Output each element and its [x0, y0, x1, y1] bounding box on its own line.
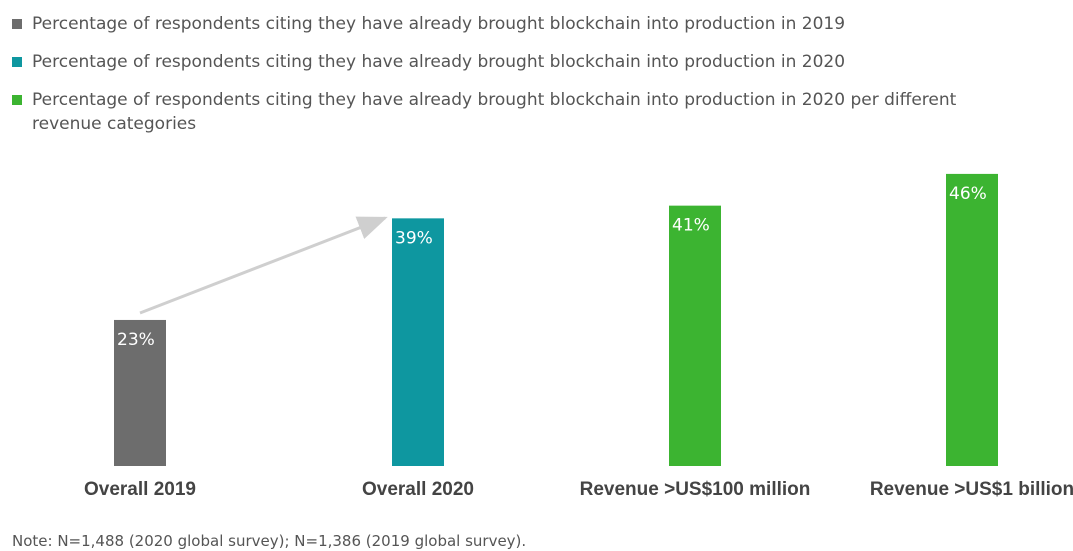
data-label: 41%	[672, 216, 710, 236]
legend-label: Percentage of respondents citing they ha…	[32, 90, 957, 134]
x-tick-label: Revenue >US$1 billion	[870, 479, 1073, 500]
legend-item: Percentage of respondents citing they ha…	[12, 12, 1012, 36]
legend-swatch	[12, 19, 22, 29]
note: Note: N=1,488 (2020 global survey); N=1,…	[12, 532, 527, 550]
x-tick-label: Overall 2019	[84, 479, 196, 500]
bar	[669, 205, 721, 466]
x-tick-label: Revenue >US$100 million	[580, 479, 811, 500]
data-label: 39%	[395, 228, 433, 248]
bar	[392, 218, 444, 466]
x-tick-label: Overall 2020	[362, 479, 474, 500]
legend-label: Percentage of respondents citing they ha…	[32, 14, 846, 34]
bar	[114, 319, 166, 466]
legend-swatch	[12, 57, 22, 67]
trend-arrow	[139, 216, 388, 315]
legend: Percentage of respondents citing they ha…	[12, 12, 1012, 136]
legend-swatch	[12, 95, 22, 105]
data-label: 46%	[949, 184, 987, 204]
data-label: 23%	[117, 330, 155, 350]
bar	[946, 173, 998, 466]
legend-label: Percentage of respondents citing they ha…	[32, 52, 846, 72]
legend-item: Percentage of respondents citing they ha…	[12, 50, 1012, 74]
legend-item: Percentage of respondents citing they ha…	[12, 88, 1012, 136]
